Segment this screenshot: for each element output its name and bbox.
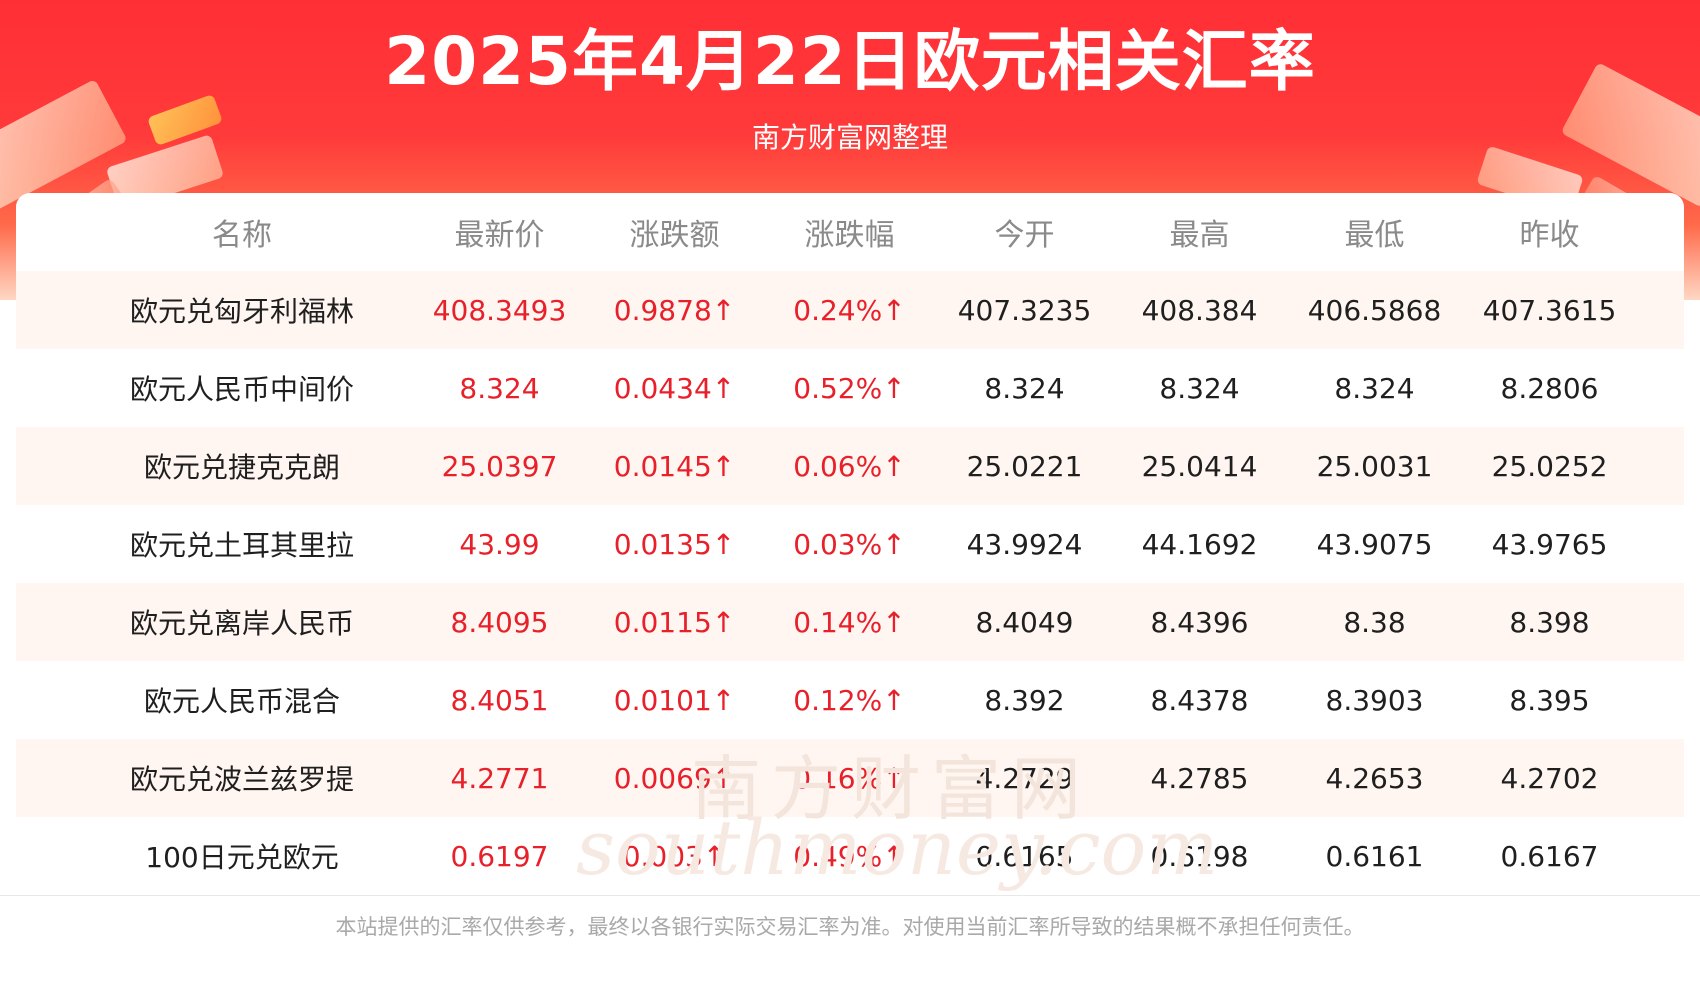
cell-latest: 0.6197 xyxy=(450,839,549,873)
cell-latest: 25.0397 xyxy=(441,449,558,483)
header-open: 今开 xyxy=(994,218,1055,253)
cell-prev-close: 407.3615 xyxy=(1482,293,1617,327)
cell-open: 8.324 xyxy=(984,371,1065,405)
cell-name: 欧元人民币混合 xyxy=(143,685,340,718)
cell-change: 0.0101↑ xyxy=(613,683,736,717)
header-latest: 最新价 xyxy=(454,218,545,253)
table-row: 欧元兑离岸人民币 8.4095 0.0115↑ 0.14%↑ 8.4049 8.4396 8… xyxy=(16,583,1684,661)
cell-prev-close: 0.6167 xyxy=(1500,839,1599,873)
page-title: 2025年4月22日欧元相关汇率 xyxy=(384,23,1316,100)
disclaimer: 本站提供的汇率仅供参考，最终以各银行实际交易汇率为准。对使用当前汇率所导致的结果… xyxy=(335,915,1365,939)
cell-change: 0.0135↑ xyxy=(613,527,736,561)
cell-change-pct: 0.24%↑ xyxy=(793,293,906,327)
cell-low: 8.324 xyxy=(1334,371,1415,405)
header-name: 名称 xyxy=(212,218,272,253)
cell-name: 100日元兑欧元 xyxy=(145,841,339,874)
cell-open: 25.0221 xyxy=(966,449,1083,483)
cell-change: 0.0145↑ xyxy=(613,449,736,483)
cell-open: 8.392 xyxy=(984,683,1065,717)
cell-change: 0.0115↑ xyxy=(613,605,736,639)
cell-change-pct: 0.52%↑ xyxy=(793,371,906,405)
table-row: 欧元兑捷克克朗 25.0397 0.0145↑ 0.06%↑ 25.0221 25.041… xyxy=(16,427,1684,505)
cell-change-pct: 0.49%↑ xyxy=(793,839,906,873)
cell-open: 43.9924 xyxy=(966,527,1083,561)
cell-change-pct: 0.16%↑ xyxy=(793,761,906,795)
cell-high: 0.6198 xyxy=(1150,839,1249,873)
cell-low: 8.38 xyxy=(1343,605,1406,639)
cell-prev-close: 8.398 xyxy=(1509,605,1590,639)
header-change-pct: 涨跌幅 xyxy=(804,218,895,253)
cell-name: 欧元兑土耳其里拉 xyxy=(129,529,354,562)
table-row: 欧元人民币中间价 8.324 0.0434↑ 0.52%↑ 8.324 8.324 8.32… xyxy=(16,349,1684,427)
cell-change-pct: 0.06%↑ xyxy=(793,449,906,483)
table-header: 名称 最新价 涨跌额 涨跌幅 今开 最高 最低 昨收 xyxy=(16,193,1684,271)
cell-high: 25.0414 xyxy=(1141,449,1258,483)
cell-open: 0.6165 xyxy=(975,839,1074,873)
cell-high: 4.2785 xyxy=(1150,761,1249,795)
table-row: 欧元人民币混合 8.4051 0.0101↑ 0.12%↑ 8.392 8.4378 8.3… xyxy=(16,661,1684,739)
table-row: 欧元兑土耳其里拉 43.99 0.0135↑ 0.03%↑ 43.9924 44.1692… xyxy=(16,505,1684,583)
cell-high: 8.324 xyxy=(1159,371,1240,405)
table-row: 欧元兑波兰兹罗提 4.2771 0.0069↑ 0.16%↑ 4.2729 4.2785 4… xyxy=(16,739,1684,817)
cell-latest: 8.4051 xyxy=(450,683,549,717)
cell-change: 0.0069↑ xyxy=(613,761,736,795)
cell-prev-close: 25.0252 xyxy=(1491,449,1608,483)
cell-low: 0.6161 xyxy=(1325,839,1424,873)
table-row: 欧元兑匈牙利福林 408.3493 0.9878↑ 0.24%↑ 407.3235 408… xyxy=(16,271,1684,349)
cell-change: 0.9878↑ xyxy=(613,293,736,327)
page-subtitle: 南方财富网整理 xyxy=(751,121,948,154)
cell-latest: 8.4095 xyxy=(450,605,549,639)
cell-low: 4.2653 xyxy=(1325,761,1424,795)
cell-name: 欧元兑波兰兹罗提 xyxy=(129,763,354,796)
cell-change: 0.0434↑ xyxy=(613,371,736,405)
cell-low: 25.0031 xyxy=(1316,449,1433,483)
cell-change-pct: 0.03%↑ xyxy=(793,527,906,561)
cell-prev-close: 43.9765 xyxy=(1491,527,1608,561)
rate-table: 名称 最新价 涨跌额 涨跌幅 今开 最高 最低 昨收 欧元兑匈牙利福林 408.3… xyxy=(16,193,1684,893)
cell-name: 欧元兑匈牙利福林 xyxy=(129,295,354,328)
cell-prev-close: 8.2806 xyxy=(1500,371,1599,405)
cell-low: 406.5868 xyxy=(1307,293,1442,327)
cell-name: 欧元兑离岸人民币 xyxy=(129,607,354,640)
header-prev-close: 昨收 xyxy=(1519,218,1580,253)
cell-high: 408.384 xyxy=(1141,293,1258,327)
cell-latest: 408.3493 xyxy=(432,293,567,327)
cell-latest: 8.324 xyxy=(459,371,540,405)
cell-open: 4.2729 xyxy=(975,761,1074,795)
cell-name: 欧元人民币中间价 xyxy=(129,373,354,406)
cell-low: 43.9075 xyxy=(1316,527,1433,561)
cell-change-pct: 0.14%↑ xyxy=(793,605,906,639)
cell-high: 8.4396 xyxy=(1150,605,1249,639)
cell-latest: 43.99 xyxy=(459,527,540,561)
cell-change-pct: 0.12%↑ xyxy=(793,683,906,717)
cell-name: 欧元兑捷克克朗 xyxy=(143,451,340,484)
cell-low: 8.3903 xyxy=(1325,683,1424,717)
header-low: 最低 xyxy=(1344,218,1405,253)
cell-change: 0.003↑ xyxy=(622,839,727,873)
cell-high: 8.4378 xyxy=(1150,683,1249,717)
cell-prev-close: 4.2702 xyxy=(1500,761,1599,795)
table-row: 100日元兑欧元 0.6197 0.003↑ 0.49%↑ 0.6165 0.6198 0.… xyxy=(16,817,1684,893)
header-high: 最高 xyxy=(1169,218,1230,253)
cell-open: 8.4049 xyxy=(975,605,1074,639)
footer-divider xyxy=(0,895,1700,896)
cell-prev-close: 8.395 xyxy=(1509,683,1590,717)
header-change: 涨跌额 xyxy=(629,218,720,253)
cell-latest: 4.2771 xyxy=(450,761,549,795)
cell-open: 407.3235 xyxy=(957,293,1092,327)
cell-high: 44.1692 xyxy=(1141,527,1258,561)
